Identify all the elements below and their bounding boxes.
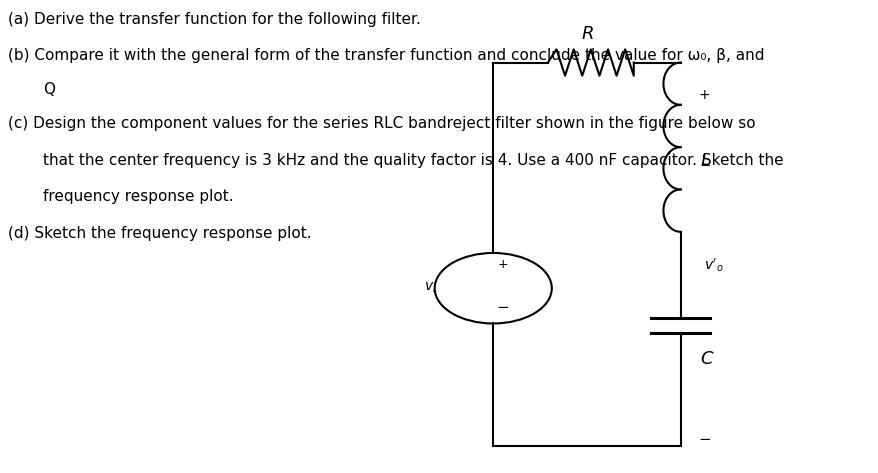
Text: that the center frequency is 3 kHz and the quality factor is 4. Use a 400 nF cap: that the center frequency is 3 kHz and t… [43,153,782,168]
Text: $L$: $L$ [700,152,710,170]
Text: (c) Design the component values for the series RLC bandreject filter shown in th: (c) Design the component values for the … [8,116,754,131]
Text: frequency response plot.: frequency response plot. [43,190,234,204]
Text: Q: Q [43,82,54,97]
Text: −: − [698,432,710,447]
Text: (b) Compare it with the general form of the transfer function and conclude the v: (b) Compare it with the general form of … [8,48,763,63]
Text: −: − [496,300,508,315]
Text: (a) Derive the transfer function for the following filter.: (a) Derive the transfer function for the… [8,12,420,27]
Text: $v'_{o}$: $v'_{o}$ [703,256,723,273]
Text: (d) Sketch the frequency response plot.: (d) Sketch the frequency response plot. [8,226,311,241]
Text: +: + [497,258,507,271]
Text: $R$: $R$ [579,25,593,44]
Text: $C$: $C$ [700,350,714,368]
Text: +: + [698,88,709,103]
Text: $v_i$: $v_i$ [424,281,436,296]
